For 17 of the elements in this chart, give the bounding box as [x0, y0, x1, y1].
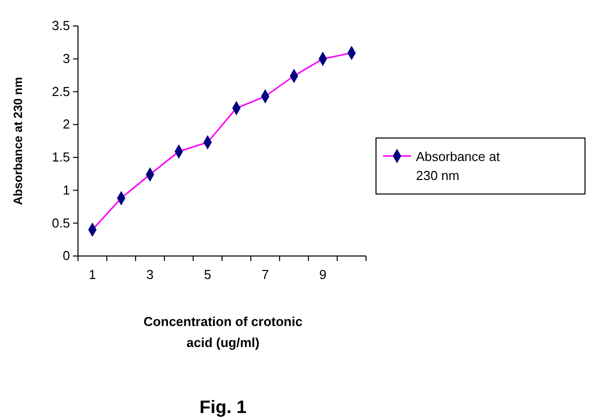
y-tick-label: 1.5 — [52, 150, 70, 165]
text: Fig. 1 — [199, 397, 247, 417]
x-tick-label: 9 — [319, 267, 326, 282]
x-tick-label: 3 — [146, 267, 154, 282]
y-tick-label: 0 — [62, 248, 70, 264]
x-tick-label: 5 — [204, 267, 212, 282]
x-tick-label: 1 — [88, 267, 96, 282]
y-tick-label: 3 — [62, 51, 70, 66]
y-tick-label: 2.5 — [52, 84, 70, 99]
y-tick-label: 2 — [62, 116, 70, 132]
legend-label: Absorbance at 230 nm — [416, 149, 500, 183]
y-axis-title: Absorbance at 230 nm — [11, 76, 25, 206]
y-tick-label: 0.5 — [52, 215, 70, 230]
x-axis-title: Concentration of crotonic acid (ug/ml) — [144, 314, 302, 350]
x-tick-label: 7 — [262, 267, 269, 282]
y-tick-label: 1 — [62, 182, 70, 198]
y-tick-label: 3.5 — [52, 18, 70, 34]
